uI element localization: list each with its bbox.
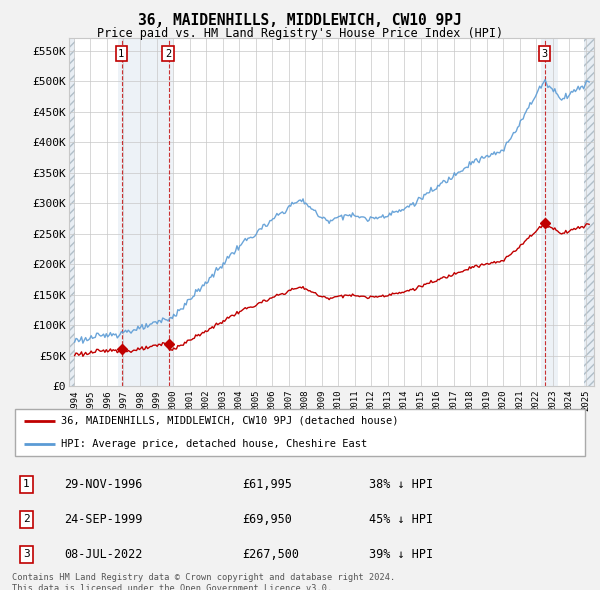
Text: 3: 3 bbox=[541, 48, 547, 58]
Text: 29-NOV-1996: 29-NOV-1996 bbox=[64, 478, 142, 491]
Bar bbox=[541, 38, 559, 386]
Text: 2: 2 bbox=[23, 514, 30, 525]
Text: 36, MAIDENHILLS, MIDDLEWICH, CW10 9PJ (detached house): 36, MAIDENHILLS, MIDDLEWICH, CW10 9PJ (d… bbox=[61, 415, 398, 425]
Text: 3: 3 bbox=[23, 549, 30, 559]
Text: £61,995: £61,995 bbox=[242, 478, 292, 491]
Bar bbox=[118, 38, 173, 386]
Text: 1: 1 bbox=[118, 48, 124, 58]
Text: £267,500: £267,500 bbox=[242, 548, 299, 561]
Text: 38% ↓ HPI: 38% ↓ HPI bbox=[369, 478, 433, 491]
Text: HPI: Average price, detached house, Cheshire East: HPI: Average price, detached house, Ches… bbox=[61, 439, 367, 449]
FancyBboxPatch shape bbox=[15, 409, 585, 455]
Text: Contains HM Land Registry data © Crown copyright and database right 2024.
This d: Contains HM Land Registry data © Crown c… bbox=[12, 573, 395, 590]
Text: 45% ↓ HPI: 45% ↓ HPI bbox=[369, 513, 433, 526]
Text: 39% ↓ HPI: 39% ↓ HPI bbox=[369, 548, 433, 561]
Text: 08-JUL-2022: 08-JUL-2022 bbox=[64, 548, 142, 561]
Text: 24-SEP-1999: 24-SEP-1999 bbox=[64, 513, 142, 526]
Text: Price paid vs. HM Land Registry's House Price Index (HPI): Price paid vs. HM Land Registry's House … bbox=[97, 27, 503, 40]
Text: 36, MAIDENHILLS, MIDDLEWICH, CW10 9PJ: 36, MAIDENHILLS, MIDDLEWICH, CW10 9PJ bbox=[138, 13, 462, 28]
Text: 1: 1 bbox=[23, 480, 30, 489]
Text: 2: 2 bbox=[165, 48, 171, 58]
Text: £69,950: £69,950 bbox=[242, 513, 292, 526]
